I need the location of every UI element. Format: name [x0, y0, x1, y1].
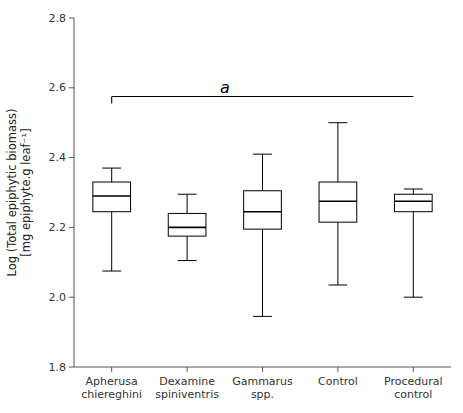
- y-tick: [69, 18, 74, 19]
- y-tick-label: 2.0: [49, 291, 67, 304]
- y-tick-label: 1.8: [49, 361, 67, 374]
- x-tick-label-line: chiereghini: [81, 388, 142, 401]
- median: [394, 200, 432, 202]
- box-group: [168, 194, 206, 260]
- whisker-high: [337, 123, 338, 182]
- whisker-low: [413, 212, 414, 298]
- significance-line: [112, 96, 414, 97]
- plot-area: [93, 97, 432, 317]
- x-tick-label-line: spiniventris: [155, 388, 219, 401]
- box: [93, 182, 131, 212]
- y-axis-line: [74, 18, 75, 367]
- box: [394, 194, 432, 211]
- x-tick: [337, 367, 338, 372]
- x-tick-label: Proceduralcontrol: [384, 375, 443, 401]
- y-tick: [69, 157, 74, 158]
- y-tick-label: 2.2: [49, 221, 67, 234]
- y-label-line: Log (Total epiphytic biomass): [5, 108, 19, 276]
- y-axis: 1.8 2.0 2.2 2.4 2.6 2.8: [49, 12, 75, 374]
- whisker-low: [187, 236, 188, 260]
- whisker-high: [413, 189, 414, 194]
- cap-high: [102, 168, 121, 169]
- y-tick: [69, 87, 74, 88]
- x-tick-label-line: spp.: [251, 388, 274, 401]
- cap-low: [102, 271, 121, 272]
- cap-low: [178, 260, 197, 261]
- y-tick: [69, 367, 74, 368]
- x-tick-label: Control: [318, 375, 358, 388]
- cap-low: [404, 297, 423, 298]
- median: [319, 200, 357, 202]
- median: [93, 195, 131, 197]
- x-axis: Apherusachiereghini Dexaminespiniventris G…: [74, 367, 451, 401]
- whisker-low: [337, 222, 338, 285]
- x-tick-label-line: Apherusa: [86, 375, 138, 388]
- cap-high: [404, 189, 423, 190]
- cap-low: [253, 316, 272, 317]
- x-tick-label-line: Gammarus: [232, 375, 293, 388]
- cap-low: [328, 284, 347, 285]
- chart: 1.8 2.0 2.2 2.4 2.6 2.8 Log (Total epiphytic b…: [0, 0, 463, 413]
- cap-high: [328, 122, 347, 123]
- x-tick: [262, 367, 263, 372]
- x-tick: [111, 367, 112, 372]
- x-tick-label-line: control: [394, 388, 432, 401]
- x-tick: [413, 367, 414, 372]
- x-tick-label: Gammarusspp.: [232, 375, 293, 401]
- box-group: [319, 123, 357, 285]
- cap-high: [178, 194, 197, 195]
- x-tick-label-line: Procedural: [384, 375, 443, 388]
- cap-high: [253, 154, 272, 155]
- y-label-line: [mg epiphyte.g leaf⁻¹]: [19, 128, 33, 256]
- y-tick-label: 2.4: [49, 151, 67, 164]
- box-group: [394, 189, 432, 297]
- whisker-high: [262, 154, 263, 191]
- y-tick: [69, 227, 74, 228]
- box: [244, 191, 282, 229]
- whisker-low: [262, 229, 263, 316]
- median: [168, 227, 206, 229]
- significance-tick: [111, 97, 112, 104]
- x-tick: [187, 367, 188, 372]
- x-tick-label-line: Control: [318, 375, 358, 388]
- box-group: [93, 168, 131, 271]
- whisker-high: [187, 194, 188, 213]
- median: [244, 211, 282, 213]
- whisker-high: [111, 168, 112, 182]
- box: [168, 213, 206, 236]
- x-tick-label-line: Dexamine: [159, 375, 215, 388]
- y-label: Log (Total epiphytic biomass)[mg epiphyt…: [5, 108, 33, 276]
- y-tick: [69, 297, 74, 298]
- box-group: [244, 154, 282, 316]
- significance-label: a: [220, 78, 230, 97]
- x-tick-label: Apherusachiereghini: [81, 375, 142, 401]
- x-tick-label: Dexaminespiniventris: [155, 375, 219, 401]
- y-tick-label: 2.6: [49, 81, 67, 94]
- whisker-low: [111, 212, 112, 271]
- y-tick-label: 2.8: [49, 12, 67, 25]
- box: [319, 182, 357, 222]
